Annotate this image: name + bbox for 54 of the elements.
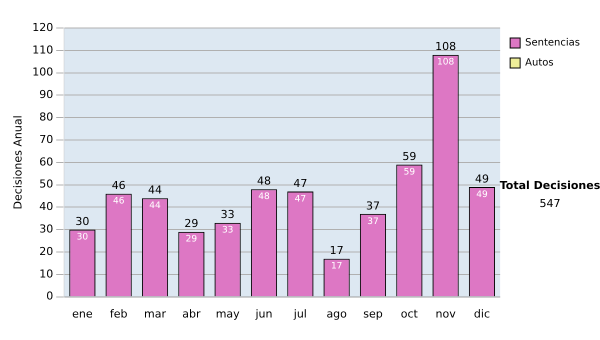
data-label: 108 xyxy=(437,58,454,68)
y-tick-label: 30 xyxy=(39,222,54,236)
data-label: 49 xyxy=(476,190,488,200)
y-tick-label: 0 xyxy=(46,290,54,303)
data-label: 44 xyxy=(149,201,162,212)
x-tick-label: dic xyxy=(474,307,490,320)
x-tick-label: nov xyxy=(436,307,456,320)
total-label: 30 xyxy=(75,214,90,228)
legend-label: Sentencias xyxy=(525,38,580,49)
x-tick-label: sep xyxy=(363,307,383,320)
y-tick-label: 110 xyxy=(32,43,54,56)
y-tick-label: 100 xyxy=(32,66,54,79)
total-label: 29 xyxy=(184,217,198,230)
text: 547 xyxy=(540,196,560,210)
total-label: 59 xyxy=(402,150,416,163)
data-label: 29 xyxy=(186,234,198,245)
data-label: 48 xyxy=(258,192,270,202)
total-label: 46 xyxy=(112,179,126,192)
y-tick-label: 120 xyxy=(32,20,54,34)
x-tick-label: jun xyxy=(254,307,273,320)
x-tick-label: ene xyxy=(72,307,93,320)
total-label: 49 xyxy=(474,172,489,186)
x-tick-label: ago xyxy=(326,307,348,320)
total-label: 108 xyxy=(435,40,456,54)
x-tick-label: may xyxy=(216,307,240,320)
y-tick-label: 50 xyxy=(39,178,54,191)
y-axis-title: Decisiones Anual xyxy=(11,115,24,210)
data-label: 47 xyxy=(294,194,306,204)
data-label: 59 xyxy=(404,167,416,178)
data-label: 33 xyxy=(222,226,234,236)
y-tick-label: 20 xyxy=(39,244,54,258)
total-label: 17 xyxy=(330,244,344,258)
total-label: 37 xyxy=(366,199,380,212)
x-tick-label: mar xyxy=(144,307,166,320)
data-label: 37 xyxy=(367,216,379,227)
total-label: 47 xyxy=(293,176,308,190)
y-tick-label: 70 xyxy=(39,132,54,146)
y-tick-label: 10 xyxy=(39,267,54,280)
x-tick-label: abr xyxy=(182,307,201,320)
data-label: 30 xyxy=(76,232,88,242)
x-tick-label: feb xyxy=(110,307,128,320)
y-tick-label: 40 xyxy=(39,200,54,214)
data-label: 17 xyxy=(330,262,342,272)
data-label: 46 xyxy=(112,196,125,207)
annotation: Total Decisiones xyxy=(500,178,600,192)
y-tick-label: 60 xyxy=(39,155,54,168)
total-label: 44 xyxy=(148,184,162,197)
y-tick-label: 80 xyxy=(39,110,54,124)
x-tick-label: jul xyxy=(292,307,307,320)
legend-label: Autos xyxy=(525,58,554,69)
y-tick-label: 90 xyxy=(39,88,54,102)
x-tick-label: oct xyxy=(400,307,419,320)
total-label: 48 xyxy=(257,174,271,188)
total-label: 33 xyxy=(220,208,235,222)
